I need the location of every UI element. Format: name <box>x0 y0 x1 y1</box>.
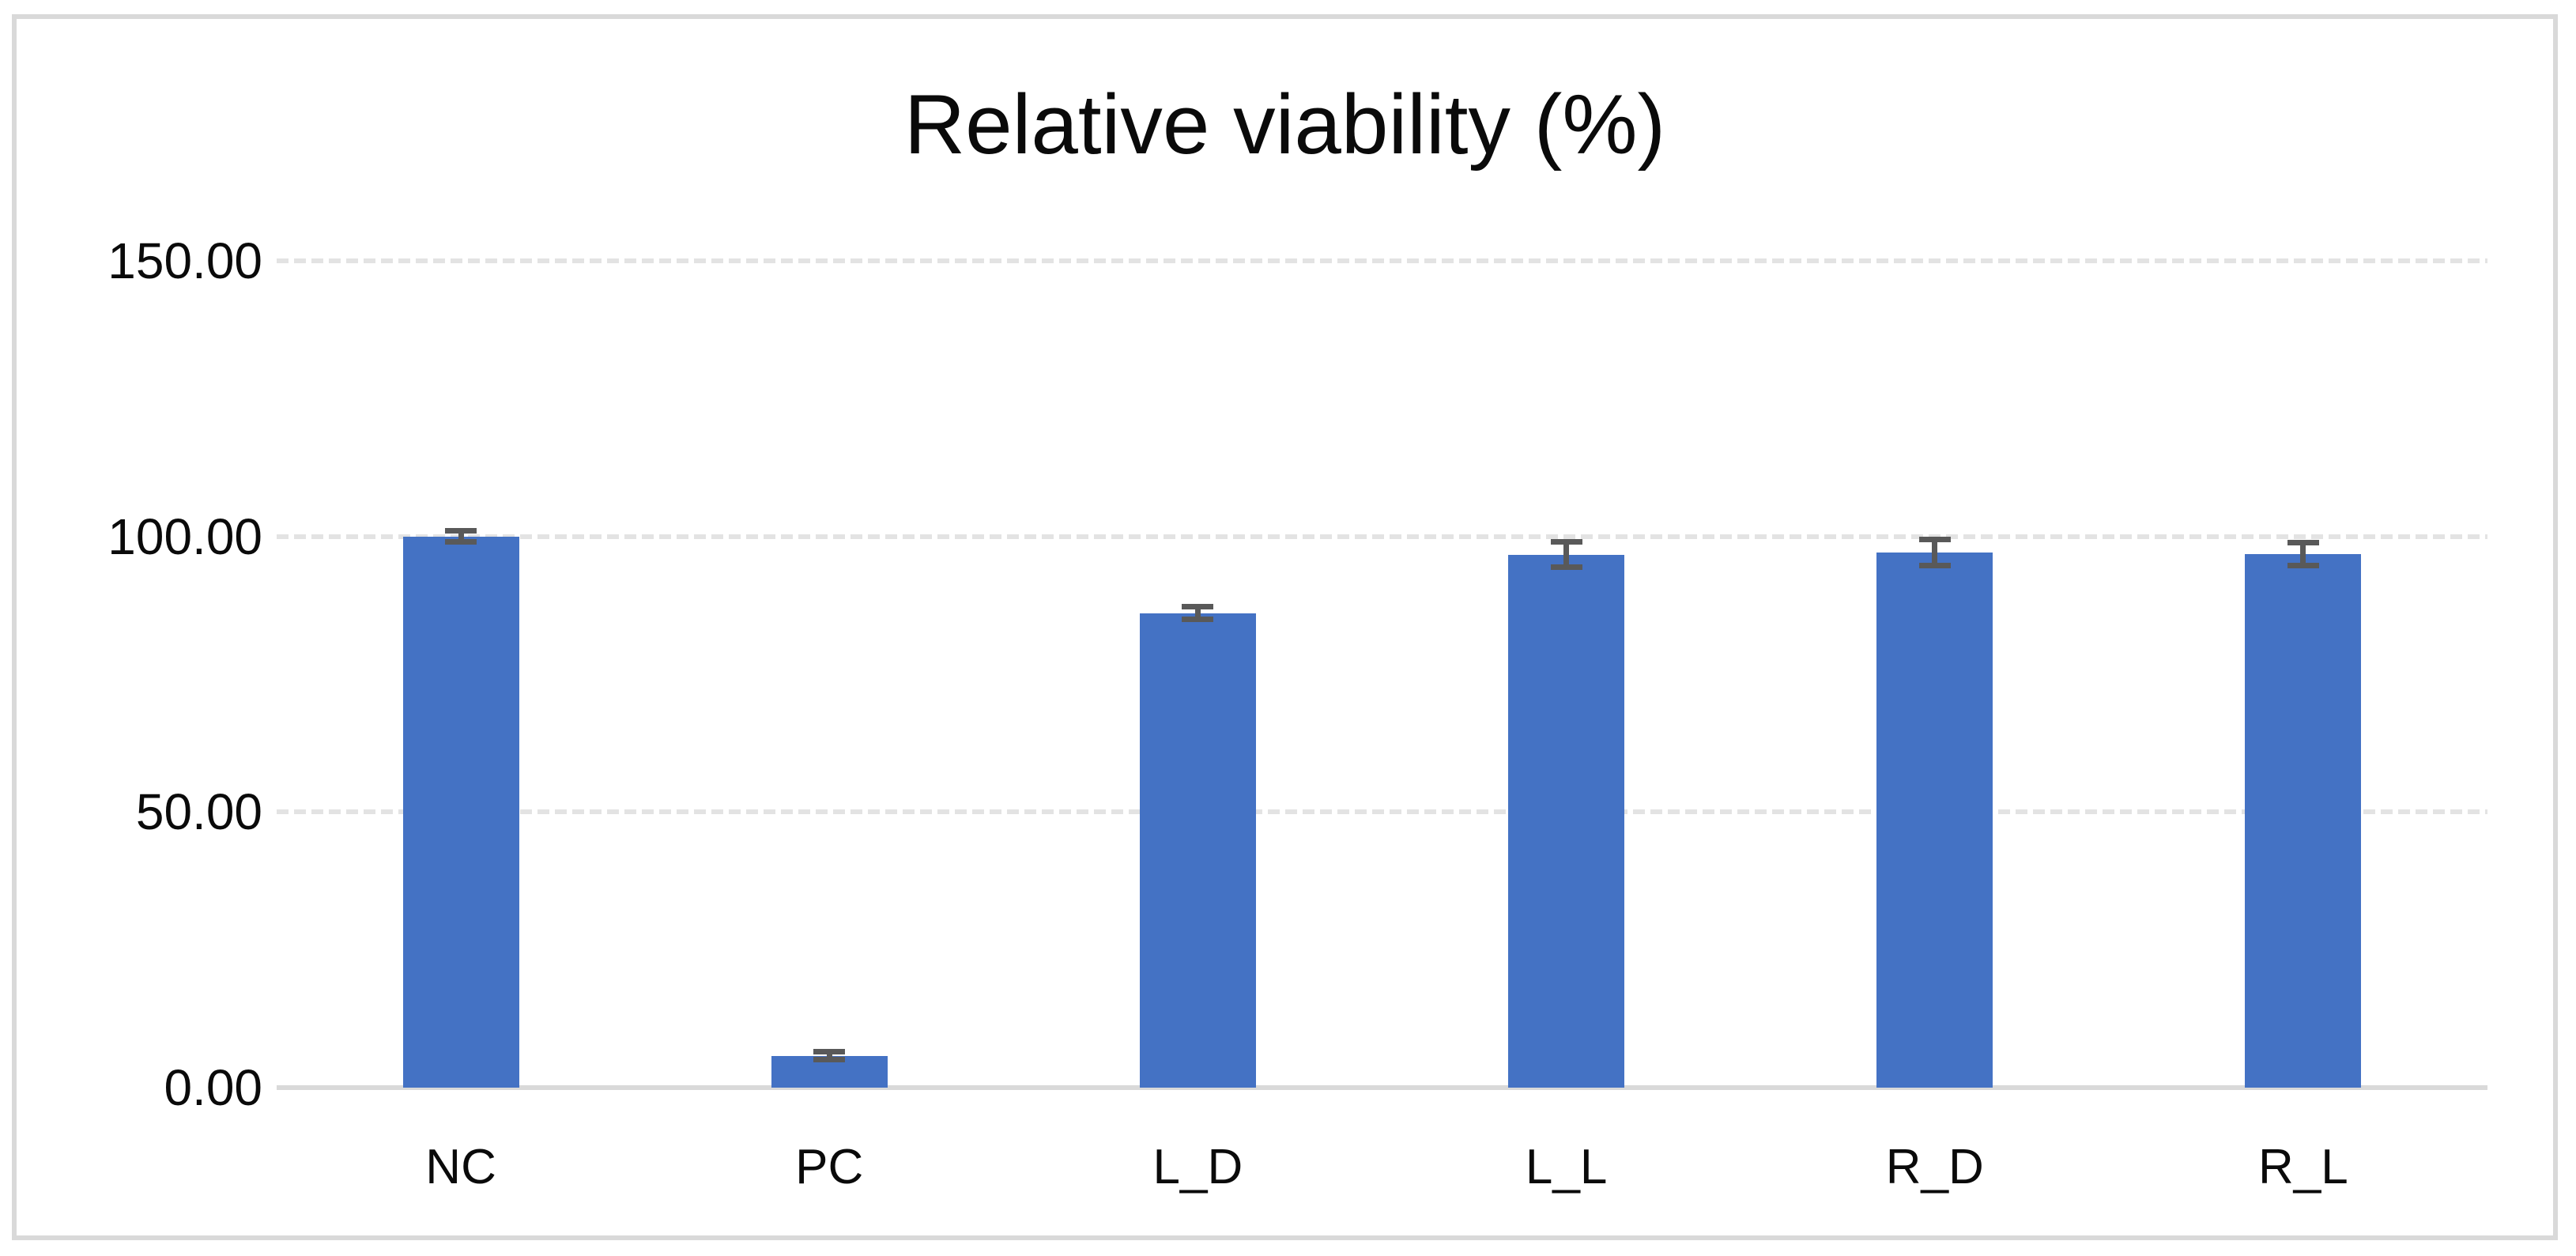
error-bar-R_L <box>2300 539 2306 569</box>
gridline-100 <box>277 534 2487 539</box>
x-axis-label-PC: PC <box>795 1140 864 1194</box>
error-bar-top-cap-R_D <box>1918 536 1951 542</box>
y-axis-tick-label: 100.00 <box>107 507 262 565</box>
error-bar-top-cap-L_L <box>1550 539 1582 545</box>
bar-L_L <box>1508 554 1625 1088</box>
error-bar-bottom-cap-NC <box>445 539 477 545</box>
y-axis-tick-label: 0.00 <box>164 1059 262 1116</box>
chart-canvas: Relative viability (%) 150.00 100.00 50.00… <box>12 14 2558 1240</box>
error-bar-top-cap-L_D <box>1182 603 1214 609</box>
x-axis-label-R_L: R_L <box>2258 1140 2348 1194</box>
y-axis-tick-label: 50.00 <box>135 783 262 841</box>
bar-R_L <box>2245 553 2362 1088</box>
x-axis-line <box>277 1085 2487 1090</box>
error-bar-bottom-cap-R_D <box>1918 563 1951 569</box>
x-axis-label-R_D: R_D <box>1885 1140 1984 1194</box>
error-bar-bottom-cap-L_L <box>1550 564 1582 571</box>
x-axis-label-L_D: L_D <box>1152 1140 1243 1194</box>
error-bar-R_D <box>1932 536 1938 569</box>
gridline-50 <box>277 809 2487 815</box>
error-bar-bottom-cap-L_D <box>1182 617 1214 623</box>
gridline-150 <box>277 258 2487 263</box>
error-bar-bottom-cap-PC <box>813 1056 846 1062</box>
y-axis-tick-label: 150.00 <box>107 232 262 289</box>
error-bar-top-cap-PC <box>813 1049 846 1055</box>
bar-R_D <box>1876 552 1993 1088</box>
error-bar-top-cap-R_L <box>2287 539 2319 545</box>
error-bar-L_D <box>1194 603 1201 623</box>
bar-NC <box>402 536 519 1088</box>
error-bar-L_L <box>1563 539 1570 571</box>
bar-L_D <box>1139 613 1256 1088</box>
chart-title: Relative viability (%) <box>903 77 1666 172</box>
error-bar-top-cap-NC <box>445 528 477 534</box>
x-axis-label-L_L: L_L <box>1525 1140 1608 1194</box>
error-bar-PC <box>826 1049 832 1062</box>
x-axis-label-NC: NC <box>425 1140 496 1194</box>
error-bar-NC <box>458 528 464 545</box>
error-bar-bottom-cap-R_L <box>2287 563 2319 569</box>
